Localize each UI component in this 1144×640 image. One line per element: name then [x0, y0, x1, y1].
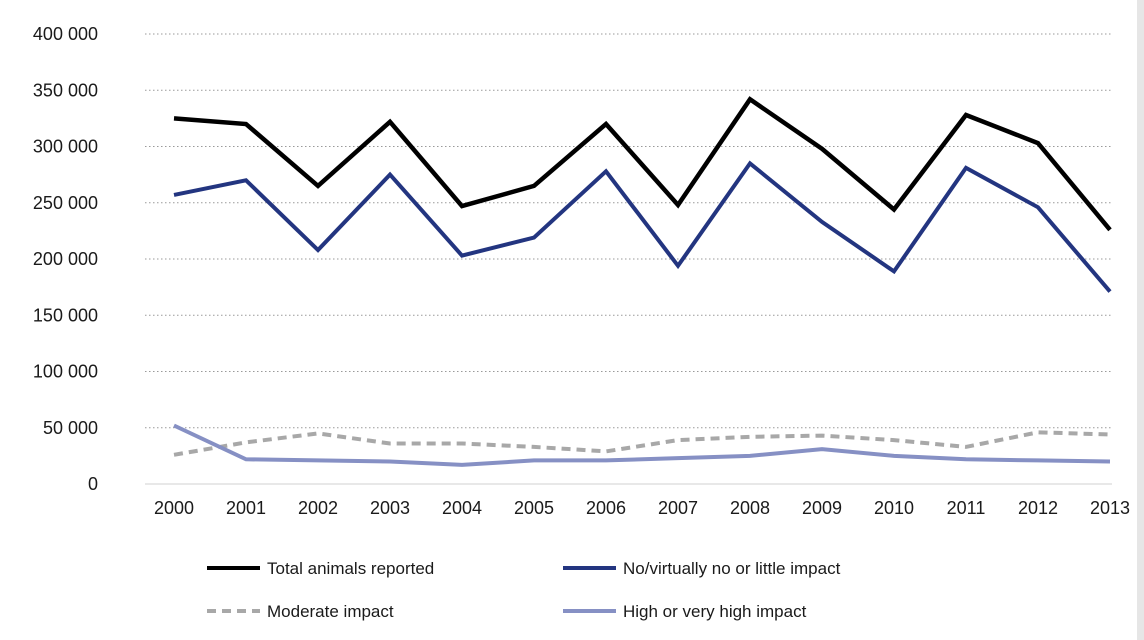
- legend-label: High or very high impact: [623, 602, 807, 621]
- gridlines: [145, 33, 1112, 485]
- y-axis-ticks: 0 50 000 100 000 150 000 200 000 250 000 300 0…: [33, 24, 98, 494]
- legend: Total animals reported No/virtually no or…: [207, 559, 841, 621]
- x-tick-label: 2000: [154, 498, 194, 518]
- x-tick-label: 2002: [298, 498, 338, 518]
- series-line-2: [173, 160, 1112, 293]
- series-line-1: [173, 96, 1112, 232]
- x-tick-label: 2005: [514, 498, 554, 518]
- x-tick-label: 2012: [1018, 498, 1058, 518]
- x-tick-label: 2003: [370, 498, 410, 518]
- series-lines: [173, 96, 1112, 467]
- legend-label: Moderate impact: [267, 602, 394, 621]
- x-tick-label: 2004: [442, 498, 482, 518]
- y-tick-label: 250 000: [33, 193, 98, 213]
- x-tick-label: 2011: [947, 498, 986, 518]
- y-tick-label: 350 000: [33, 80, 98, 100]
- x-tick-label: 2013: [1090, 498, 1130, 518]
- x-tick-label: 2008: [730, 498, 770, 518]
- y-tick-label: 50 000: [43, 418, 98, 438]
- y-tick-label: 400 000: [33, 24, 98, 44]
- x-tick-label: 2006: [586, 498, 626, 518]
- legend-label: Total animals reported: [267, 559, 434, 578]
- y-tick-label: 0: [88, 474, 98, 494]
- x-tick-label: 2010: [874, 498, 914, 518]
- series-line-4: [173, 423, 1111, 467]
- y-tick-label: 150 000: [33, 305, 98, 325]
- x-tick-label: 2009: [802, 498, 842, 518]
- y-tick-label: 100 000: [33, 362, 98, 382]
- x-axis-ticks: 2000 2001 2002 2003 2004 2005 2006 2007 2008 2009…: [154, 498, 1130, 518]
- x-tick-label: 2007: [658, 498, 698, 518]
- series-line-3: [173, 430, 1111, 457]
- x-tick-label: 2001: [226, 498, 266, 518]
- y-tick-label: 200 000: [33, 249, 98, 269]
- y-tick-label: 300 000: [33, 137, 98, 157]
- legend-label: No/virtually no or little impact: [623, 559, 841, 578]
